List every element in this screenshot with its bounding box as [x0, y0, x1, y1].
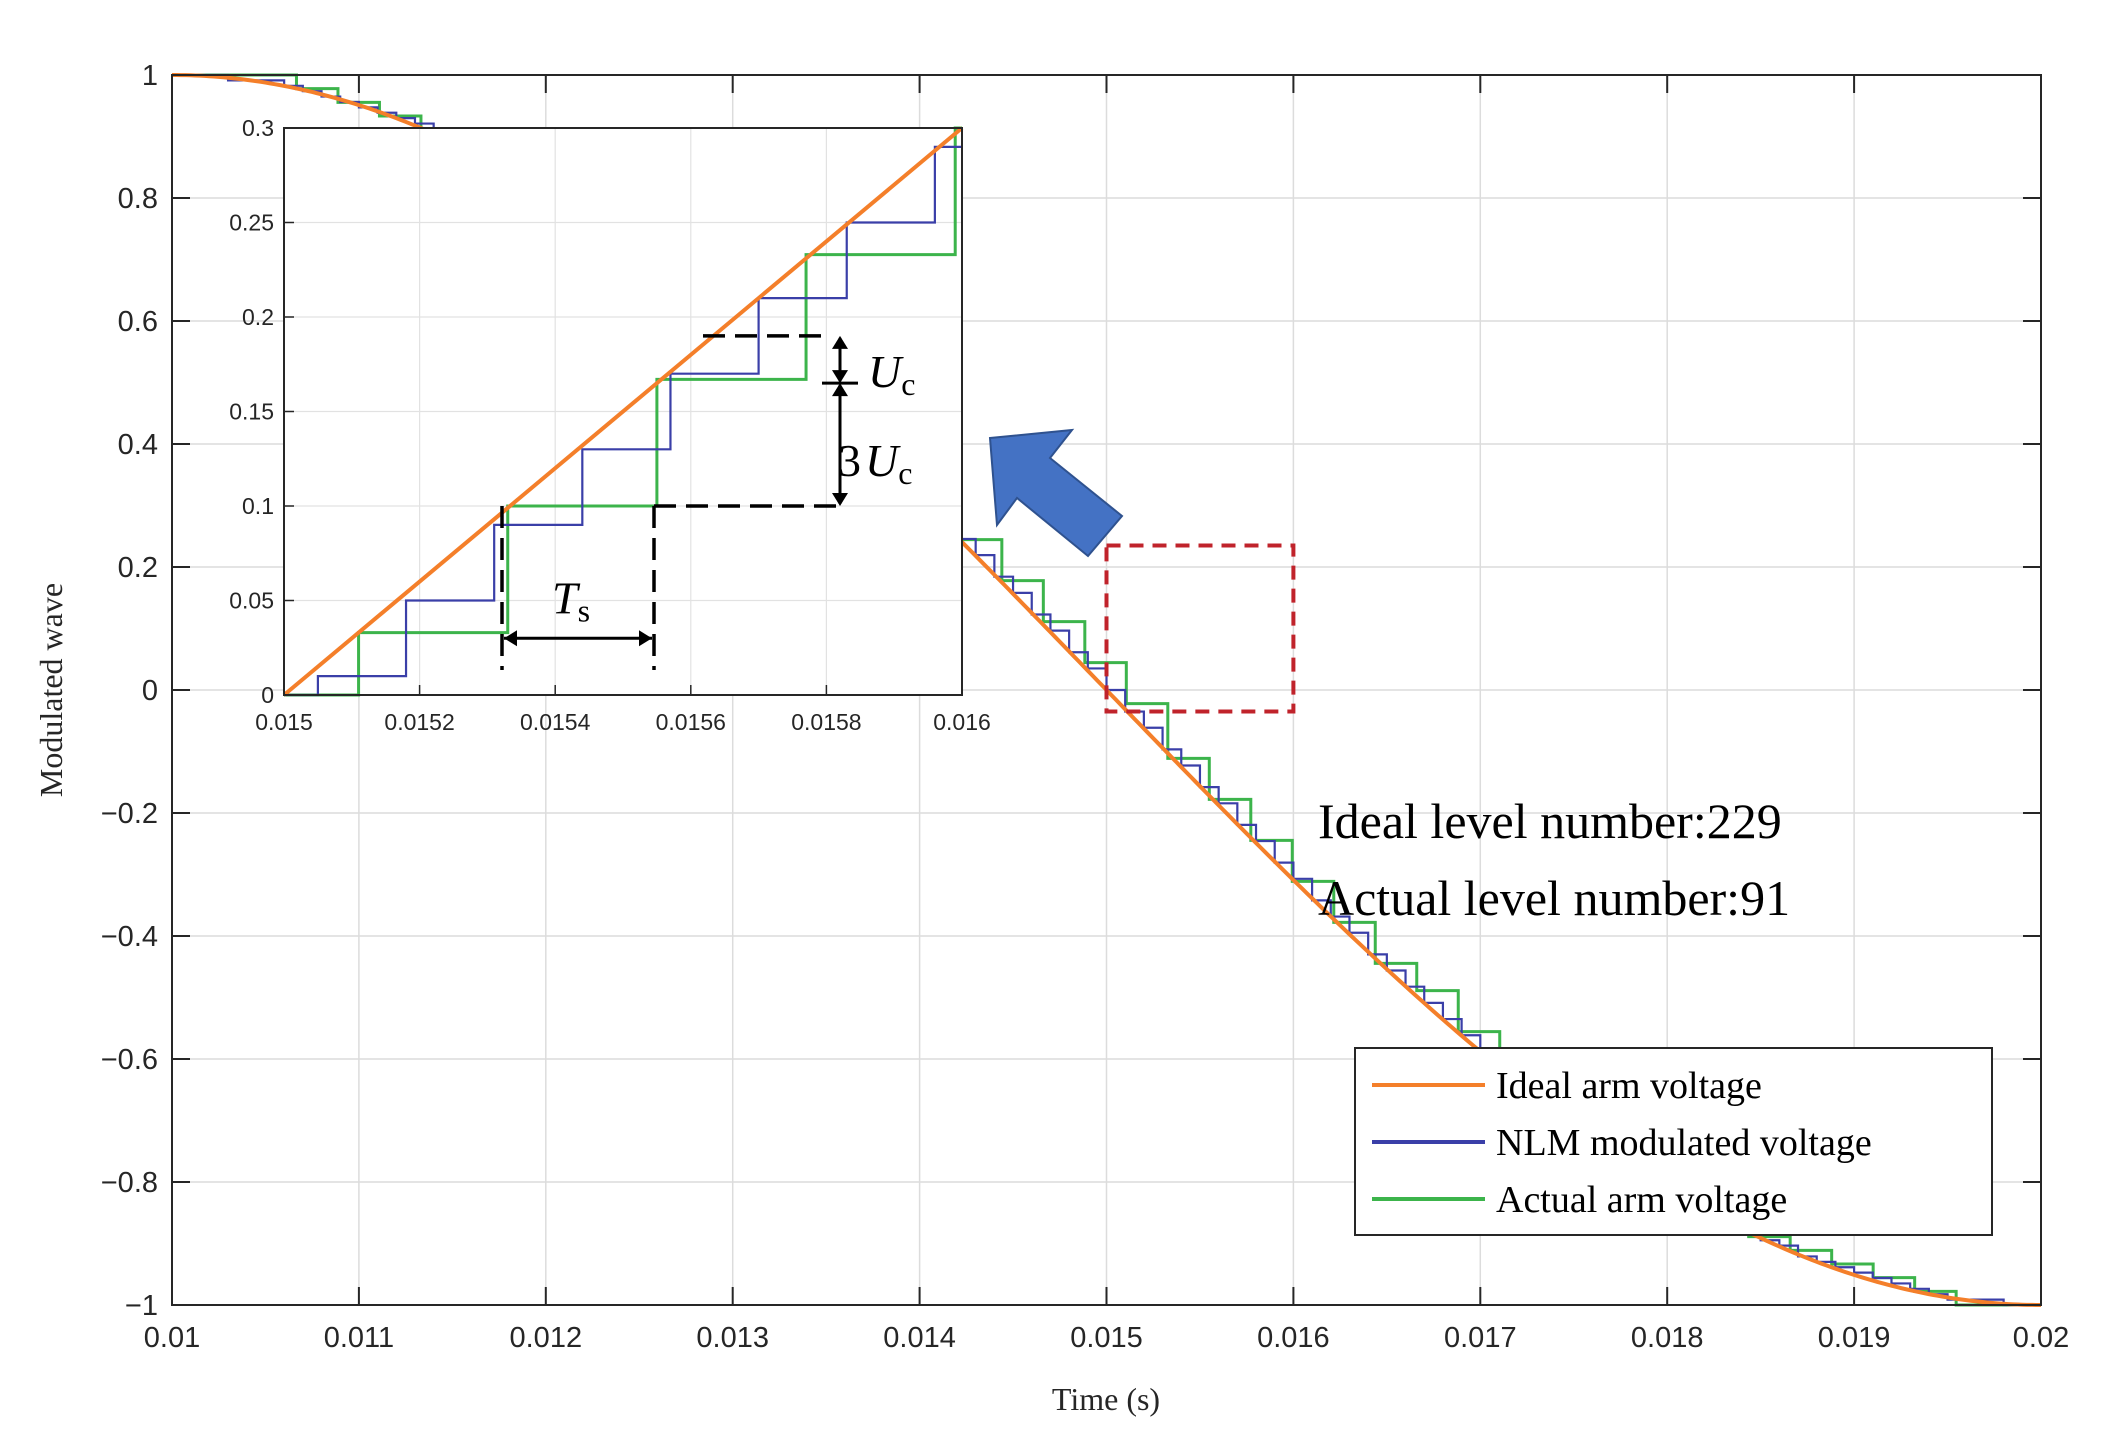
legend-label-nlm: NLM modulated voltage [1496, 1122, 1872, 1164]
inset-y-tick-label: 0.15 [229, 399, 274, 425]
inset-y-tick-label: 0.2 [242, 304, 274, 330]
inset-tick-labels: 0.015 0.0152 0.0154 0.0156 0.0158 0.016 0 0.05 0… [229, 115, 991, 735]
uc-label-subscript: c [901, 366, 915, 402]
three-uc-label-symbol: U [865, 435, 901, 486]
inset-plot: 0.015 0.0152 0.0154 0.0156 0.0158 0.016 0 0.05 0… [229, 115, 991, 735]
y-tick-label: −1 [125, 1290, 158, 1322]
x-tick-label: 0.017 [1444, 1322, 1517, 1354]
inset-x-tick-label: 0.0152 [384, 709, 454, 735]
y-tick-label: 0.6 [118, 306, 158, 338]
inset-y-tick-label: 0.1 [242, 493, 274, 519]
main-ticks [171, 74, 2042, 1306]
inset-series-ideal [282, 126, 964, 697]
legend: Ideal arm voltage NLM modulated voltage … [1354, 1047, 1993, 1236]
x-tick-label: 0.011 [324, 1322, 394, 1354]
y-tick-label: 1 [142, 60, 158, 92]
main-tick-labels: 0.01 0.011 0.012 0.013 0.014 0.015 0.016 0.017 0… [101, 60, 2069, 1354]
three-uc-arrow-head-top [832, 383, 848, 397]
x-tick-label: 0.02 [2013, 1322, 2069, 1354]
ts-label-subscript: s [578, 593, 590, 629]
x-tick-label: 0.015 [1070, 1322, 1143, 1354]
inset-ticks [283, 127, 963, 696]
x-tick-label: 0.019 [1818, 1322, 1891, 1354]
y-tick-label: −0.2 [101, 798, 158, 830]
y-tick-label: −0.8 [101, 1167, 158, 1199]
x-tick-label: 0.012 [510, 1322, 583, 1354]
y-tick-label: 0.4 [118, 429, 158, 461]
ts-arrow-head-left [504, 630, 517, 647]
inset-y-tick-label: 0 [261, 682, 274, 708]
legend-label-actual: Actual arm voltage [1496, 1179, 1787, 1221]
three-uc-label-subscript: c [898, 455, 912, 491]
uc-arrow-head-top [832, 335, 848, 349]
inset-series-actual [284, 126, 962, 697]
ts-label: Ts [552, 573, 590, 629]
inset-x-tick-label: 0.016 [933, 709, 991, 735]
inset-x-tick-label: 0.0154 [520, 709, 591, 735]
inset-series [282, 126, 964, 697]
y-tick-label: −0.4 [101, 921, 158, 953]
ts-arrow-head-right [639, 630, 652, 647]
x-tick-label: 0.01 [144, 1322, 200, 1354]
x-tick-label: 0.016 [1257, 1322, 1330, 1354]
y-tick-label: 0.2 [118, 552, 158, 584]
x-tick-label: 0.013 [696, 1322, 769, 1354]
uc-arrow-head-bottom [832, 370, 848, 384]
inset-x-tick-label: 0.015 [255, 709, 313, 735]
x-axis-label: Time (s) [1052, 1381, 1160, 1417]
three-uc-arrow-head-bottom [832, 493, 848, 506]
y-axis-label: Modulated wave [33, 583, 69, 797]
zoom-region-box [1104, 543, 1296, 714]
x-tick-label: 0.018 [1631, 1322, 1704, 1354]
annotation-ideal-level: Ideal level number:229 [1318, 793, 1782, 849]
zoom-arrow-icon [988, 428, 1124, 558]
inset-x-tick-label: 0.0158 [791, 709, 861, 735]
annotation-actual-level: Actual level number:91 [1318, 870, 1790, 926]
x-tick-label: 0.014 [883, 1322, 956, 1354]
inset-y-tick-label: 0.3 [242, 115, 274, 141]
y-tick-label: 0 [142, 675, 158, 707]
y-tick-label: −0.6 [101, 1044, 158, 1076]
inset-y-tick-label: 0.05 [229, 588, 274, 614]
inset-series-nlm [284, 145, 962, 697]
inset-x-tick-label: 0.0156 [656, 709, 726, 735]
y-tick-label: 0.8 [118, 183, 158, 215]
legend-label-ideal: Ideal arm voltage [1496, 1065, 1762, 1107]
inset-y-tick-label: 0.25 [229, 210, 274, 236]
